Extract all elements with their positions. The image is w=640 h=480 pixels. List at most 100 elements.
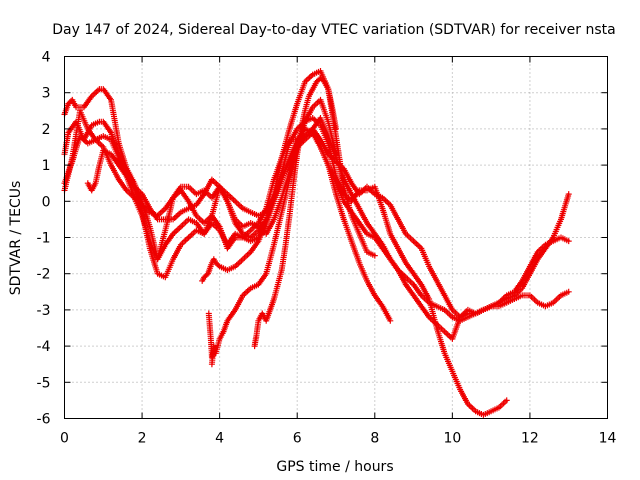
data-point	[71, 99, 74, 101]
data-point	[412, 272, 415, 275]
y-axis-label: SDTVAR / TECUs	[8, 181, 24, 296]
data-point	[90, 189, 93, 192]
y-tick-label: -5	[37, 375, 51, 391]
data-point	[323, 81, 326, 83]
data-point	[110, 131, 112, 134]
data-point	[482, 414, 485, 416]
data-point	[265, 272, 268, 275]
data-point	[513, 298, 516, 300]
data-point	[505, 301, 508, 304]
data-point	[292, 182, 295, 184]
data-point	[296, 102, 299, 105]
data-point	[366, 222, 368, 224]
data-point	[296, 153, 299, 155]
chart-title: Day 147 of 2024, Sidereal Day-to-day VTE…	[52, 22, 615, 38]
data-point	[249, 211, 252, 213]
data-point	[567, 240, 570, 242]
data-point	[208, 312, 210, 315]
data-point	[315, 81, 318, 83]
data-point	[358, 222, 361, 224]
data-point	[443, 294, 446, 297]
data-point	[249, 236, 252, 239]
data-point	[242, 236, 244, 239]
data-point	[249, 240, 252, 242]
data-point	[203, 276, 205, 279]
data-point	[211, 363, 213, 366]
data-point	[428, 265, 430, 268]
data-point	[83, 106, 85, 108]
data-point	[180, 189, 182, 192]
data-point	[211, 215, 213, 217]
data-point	[350, 200, 353, 203]
data-point	[544, 243, 547, 246]
data-point	[87, 142, 89, 145]
y-tick-label: -1	[37, 231, 51, 247]
data-point	[366, 251, 368, 253]
data-point	[187, 186, 190, 188]
data-point	[149, 207, 151, 210]
data-point	[389, 258, 392, 261]
data-point	[288, 178, 291, 181]
data-point	[156, 258, 159, 261]
data-point	[212, 352, 214, 355]
data-point	[195, 193, 198, 195]
data-point	[467, 309, 469, 311]
data-point	[482, 309, 485, 311]
data-point	[242, 258, 244, 261]
y-tick-label: 3	[42, 86, 51, 102]
data-point	[428, 301, 430, 304]
x-tick-label: 14	[599, 431, 617, 447]
data-point	[234, 218, 236, 221]
data-point	[280, 211, 283, 213]
data-point	[536, 301, 539, 304]
data-point	[374, 236, 376, 239]
data-point	[319, 146, 322, 148]
data-point	[335, 153, 337, 155]
data-point	[261, 312, 264, 315]
data-point	[226, 247, 229, 250]
data-point	[319, 117, 322, 119]
data-point	[443, 309, 446, 311]
data-point	[98, 120, 101, 123]
data-point	[180, 225, 182, 228]
data-point	[335, 135, 337, 137]
series-trace-2	[61, 115, 510, 418]
data-point	[498, 406, 500, 409]
data-point	[529, 272, 531, 275]
data-point	[311, 88, 314, 90]
data-point	[125, 175, 128, 177]
data-point	[180, 243, 182, 246]
data-point	[98, 164, 101, 166]
data-point	[149, 225, 151, 228]
data-point	[513, 294, 516, 297]
data-point	[459, 320, 461, 322]
data-point	[87, 182, 89, 184]
data-point	[234, 233, 236, 235]
data-point	[211, 262, 213, 264]
data-point	[335, 160, 337, 163]
data-point	[257, 320, 260, 322]
data-point	[544, 305, 547, 308]
data-point	[195, 215, 198, 217]
data-point	[436, 305, 438, 308]
y-tick-label: 4	[42, 50, 51, 66]
data-point	[327, 120, 330, 123]
data-point	[389, 320, 392, 322]
data-point	[75, 106, 77, 108]
data-point	[265, 222, 268, 224]
data-point	[102, 135, 105, 137]
data-point	[257, 215, 260, 217]
data-point	[90, 124, 93, 127]
data-point	[187, 200, 190, 203]
data-point	[331, 106, 333, 108]
x-tick-label: 0	[60, 431, 69, 447]
data-point	[405, 276, 407, 279]
data-point	[327, 153, 330, 155]
data-point	[280, 178, 283, 181]
data-point	[459, 316, 461, 318]
data-point	[242, 225, 244, 228]
data-point	[273, 218, 275, 221]
data-point	[412, 240, 415, 242]
data-point	[405, 283, 407, 286]
